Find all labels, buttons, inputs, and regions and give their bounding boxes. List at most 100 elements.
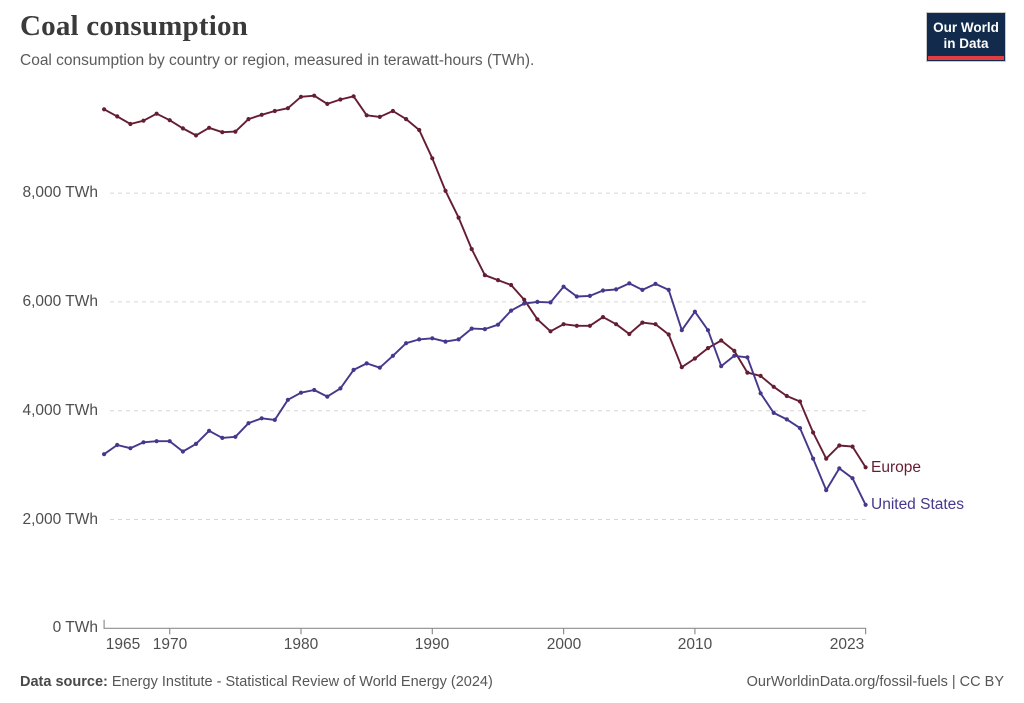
europe-point <box>469 247 474 252</box>
united-states-point <box>285 397 290 402</box>
europe-point <box>614 322 619 327</box>
europe-point <box>561 322 566 327</box>
y-axis-label: 8,000 TWh <box>22 184 98 201</box>
united-states-point <box>837 466 842 471</box>
footer-right: OurWorldinData.org/fossil-fuels | CC BY <box>747 673 1004 692</box>
europe-point <box>784 393 789 399</box>
x-axis-label: 2000 <box>546 636 582 653</box>
united-states-point <box>141 440 146 445</box>
united-states-point <box>167 439 172 444</box>
united-states-point <box>154 439 159 444</box>
united-states-point <box>272 417 277 422</box>
chart-footer: Data source: Energy Institute - Statisti… <box>20 673 1004 692</box>
united-states-point <box>115 442 120 448</box>
united-states-point <box>666 287 671 292</box>
europe-point <box>705 346 711 351</box>
europe-point <box>285 106 290 111</box>
united-states-point <box>758 391 763 396</box>
europe-point <box>338 97 343 102</box>
gridlines <box>110 192 866 520</box>
united-states-point <box>627 281 632 286</box>
series-label-united-states: United States <box>871 496 965 513</box>
footer-license: | CC BY <box>951 674 1004 690</box>
logo-text-line1: Our World <box>933 20 999 35</box>
y-axis-label: 4,000 TWh <box>22 402 98 419</box>
united-states-point <box>679 328 684 333</box>
europe-point <box>298 94 304 99</box>
series-label-europe: Europe <box>871 459 921 476</box>
europe-point <box>102 107 107 112</box>
europe-point <box>443 188 448 193</box>
page-title: Coal consumption <box>20 10 248 42</box>
united-states-point <box>233 434 238 439</box>
europe-point <box>666 332 671 337</box>
united-states-point <box>784 417 789 422</box>
x-axis-label: 2010 <box>677 636 713 653</box>
owid-logo[interactable]: Our World in Data <box>926 12 1006 62</box>
united-states-point <box>364 361 369 366</box>
united-states-point <box>771 410 776 415</box>
europe-point <box>627 331 632 337</box>
united-states-point <box>246 421 251 426</box>
europe-point <box>692 356 698 361</box>
europe-point <box>679 365 684 370</box>
united-states-point <box>259 416 264 421</box>
europe-point <box>141 118 146 123</box>
united-states-point <box>522 301 527 306</box>
europe-point <box>863 465 868 470</box>
united-states-point <box>653 281 658 286</box>
united-states-point <box>456 337 461 342</box>
x-axis-label: 2023 <box>829 636 865 653</box>
united-states-point <box>863 502 868 507</box>
united-states-point <box>548 300 553 305</box>
united-states-point <box>495 322 501 327</box>
chart-header: Coal consumption Coal consumption by cou… <box>20 10 1006 70</box>
europe-point <box>312 93 317 98</box>
united-states-point <box>298 390 304 395</box>
united-states-point <box>561 284 566 289</box>
europe-point <box>574 323 579 328</box>
data-source: Data source: Energy Institute - Statisti… <box>20 673 493 692</box>
united-states-point <box>745 355 750 360</box>
europe-point <box>600 315 606 320</box>
europe-point <box>154 111 159 116</box>
y-axis-label: 0 TWh <box>52 619 98 636</box>
united-states-point <box>482 327 487 332</box>
x-axis <box>103 619 867 635</box>
united-states-point <box>430 336 435 341</box>
europe-point <box>548 329 553 334</box>
united-states-point <box>193 441 199 446</box>
europe-point <box>837 443 842 448</box>
europe-point <box>364 113 369 118</box>
united-states-point <box>351 367 356 372</box>
europe-point <box>653 322 658 327</box>
europe-point <box>128 121 133 127</box>
europe-point <box>719 338 724 343</box>
europe-point <box>167 118 172 123</box>
united-states-point <box>443 339 448 344</box>
united-states-point <box>509 308 514 313</box>
europe-point <box>325 101 330 106</box>
united-states-point <box>404 341 409 346</box>
united-states-point <box>850 476 855 481</box>
europe-point <box>430 156 435 161</box>
data-source-label: Data source: <box>20 674 108 690</box>
united-states-point <box>587 293 593 298</box>
europe-point <box>732 348 737 353</box>
europe-point <box>771 384 776 389</box>
europe-point <box>535 317 540 322</box>
united-states-point <box>338 386 343 391</box>
united-states-point <box>824 488 829 493</box>
united-states-point <box>102 452 107 457</box>
x-axis-label: 1980 <box>283 636 319 653</box>
united-states-point <box>417 337 422 342</box>
europe-point <box>587 323 593 328</box>
x-axis-label: 1965 <box>105 636 141 653</box>
x-axis-label: 1970 <box>152 636 188 653</box>
europe-point <box>233 129 238 134</box>
europe-point <box>522 297 527 302</box>
footer-link[interactable]: OurWorldinData.org/fossil-fuels <box>746 674 948 690</box>
united-states-point <box>535 299 540 304</box>
